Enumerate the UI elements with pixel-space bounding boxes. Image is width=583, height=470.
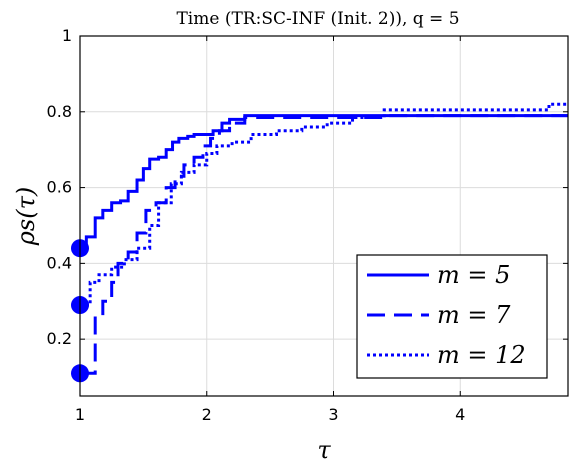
x-tick-label: 3 [328,405,338,424]
series-line-solid [80,114,568,250]
x-tick-label: 2 [202,405,212,424]
legend-label-dashed: m = 7 [437,301,511,329]
x-tick-label: 1 [75,405,85,424]
tick-layer: 1 2 3 4 0.2 0.4 0.6 0.8 1 [47,26,568,424]
y-tick-label: 0.4 [47,253,72,272]
series-line-dashed [80,114,568,375]
y-axis-label: ρs(τ) [12,187,40,246]
y-tick-label: 1 [62,26,72,45]
legend-label-dotted: m = 12 [437,341,526,369]
series-line-dotted [80,102,568,307]
plot-frame [79,35,569,397]
legend: m = 5 m = 7 m = 12 [356,254,548,379]
y-tick-label: 0.2 [47,329,72,348]
x-tick-label: 4 [455,405,465,424]
chart-title: Time (TR:SC-INF (Init. 2)), q = 5 [176,9,459,29]
legend-label-solid: m = 5 [437,261,510,289]
y-tick-label: 0.6 [47,178,72,197]
x-axis-label: τ [317,436,331,464]
y-tick-label: 0.8 [47,102,72,121]
